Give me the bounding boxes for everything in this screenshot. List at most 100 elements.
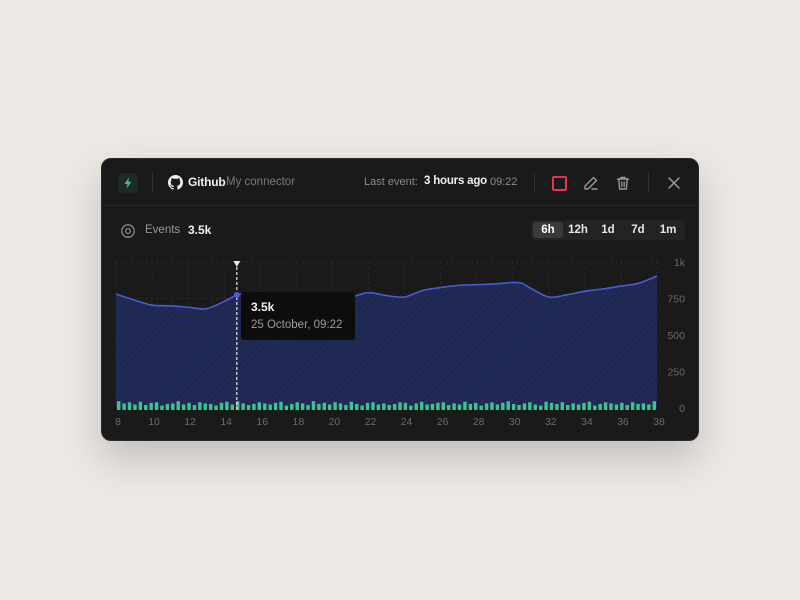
- tooltip-value: 3.5k: [251, 300, 275, 314]
- event-bar: [468, 403, 473, 410]
- y-tick-label: 1k: [674, 257, 686, 269]
- event-bar: [127, 402, 132, 410]
- x-tick-label: 28: [473, 416, 485, 428]
- edit-button[interactable]: [580, 172, 602, 194]
- time-range-selector: 6h 12h 1d 7d 1m: [531, 220, 685, 240]
- event-bar: [549, 402, 554, 410]
- event-bar: [625, 405, 629, 410]
- divider: [152, 173, 153, 193]
- x-tick-label: 12: [184, 416, 196, 428]
- tooltip-date: 25 October, 09:22: [251, 319, 343, 331]
- event-bar: [582, 402, 586, 410]
- x-tick-label: 18: [292, 416, 304, 428]
- event-bar: [252, 403, 256, 410]
- hover-point: [233, 291, 240, 298]
- event-bar: [181, 404, 186, 410]
- event-bar: [360, 405, 364, 410]
- event-bar: [171, 403, 175, 410]
- event-bar: [344, 405, 348, 410]
- range-option-6h[interactable]: 6h: [533, 222, 563, 238]
- event-bar: [630, 402, 635, 410]
- connector-header: Github My connector Last event: 3 hours …: [102, 159, 698, 206]
- event-bar: [300, 403, 305, 410]
- event-bar: [479, 405, 483, 410]
- event-bar: [593, 405, 597, 410]
- events-count: 3.5k: [188, 223, 212, 237]
- y-tick-label: 0: [679, 403, 685, 415]
- event-bar: [133, 404, 137, 410]
- x-tick-label: 34: [581, 416, 593, 428]
- event-bar: [365, 402, 370, 410]
- x-tick-label: 38: [653, 416, 665, 428]
- event-bar: [246, 405, 251, 410]
- x-tick-label: 30: [509, 416, 521, 428]
- event-bar: [273, 402, 278, 410]
- event-bar: [463, 401, 467, 410]
- event-bar: [338, 403, 343, 410]
- event-bar: [511, 403, 516, 410]
- connector-title: Github: [188, 175, 226, 189]
- x-tick-label: 22: [365, 416, 377, 428]
- events-chart: 0 250 500 750 1k 8 10 12 14 16 18 20 22 24 26 28 30 32 34 3…: [115, 257, 686, 428]
- close-button[interactable]: [663, 172, 685, 194]
- range-option-1d[interactable]: 1d: [601, 224, 615, 236]
- connector-card: Github My connector Last event: 3 hours …: [101, 158, 699, 441]
- x-tick-label: 8: [115, 416, 121, 428]
- range-option-7d[interactable]: 7d: [631, 224, 645, 236]
- chart-tooltip: 3.5k 25 October, 09:22: [241, 292, 355, 340]
- x-tick-label: 36: [617, 416, 629, 428]
- event-bar: [322, 402, 326, 410]
- event-bar: [290, 403, 294, 410]
- event-bar: [560, 402, 565, 410]
- event-bar: [236, 401, 240, 410]
- event-bar: [219, 402, 224, 410]
- target-icon: [121, 224, 135, 238]
- x-tick-label: 16: [256, 416, 268, 428]
- event-bar: [214, 405, 218, 410]
- y-tick-label: 750: [667, 294, 685, 306]
- event-bar: [436, 402, 440, 410]
- hover-marker-arrow: [233, 261, 241, 267]
- event-bar: [647, 404, 651, 410]
- event-bar: [122, 403, 126, 410]
- event-bar: [117, 401, 121, 410]
- event-bar: [257, 402, 262, 410]
- event-bar: [495, 404, 500, 410]
- event-bar: [598, 403, 602, 410]
- event-bar: [198, 402, 202, 410]
- events-label: Events: [145, 224, 181, 236]
- event-bar: [225, 401, 229, 410]
- event-bar: [501, 402, 505, 410]
- event-bar: [160, 405, 164, 410]
- stop-button[interactable]: [548, 172, 570, 194]
- event-bar: [398, 402, 402, 410]
- range-option-12h[interactable]: 12h: [568, 224, 588, 236]
- range-option-1m[interactable]: 1m: [659, 224, 677, 236]
- event-bar: [317, 403, 321, 410]
- event-bar: [144, 405, 148, 410]
- event-bar: [268, 404, 272, 410]
- event-bar: [355, 403, 359, 410]
- event-bar: [452, 403, 456, 410]
- event-bar: [203, 403, 207, 410]
- event-bar: [284, 405, 289, 410]
- event-bar: [295, 402, 299, 410]
- x-tick-label: 10: [148, 416, 160, 428]
- event-bar: [566, 405, 570, 410]
- event-bar: [176, 401, 180, 410]
- event-bar: [154, 402, 159, 410]
- event-bar: [349, 401, 354, 410]
- y-tick-label: 250: [667, 367, 685, 379]
- event-bar: [517, 405, 521, 410]
- last-event-value: 3 hours ago: [424, 175, 487, 187]
- bolt-icon: [118, 173, 138, 193]
- event-bar: [641, 403, 646, 410]
- event-bar: [430, 403, 435, 410]
- event-bar: [603, 402, 608, 410]
- event-bar: [441, 402, 445, 410]
- event-bar: [609, 403, 613, 410]
- y-tick-label: 500: [667, 330, 685, 342]
- event-bar: [263, 403, 267, 410]
- delete-button[interactable]: [612, 172, 634, 194]
- event-bar: [571, 403, 575, 410]
